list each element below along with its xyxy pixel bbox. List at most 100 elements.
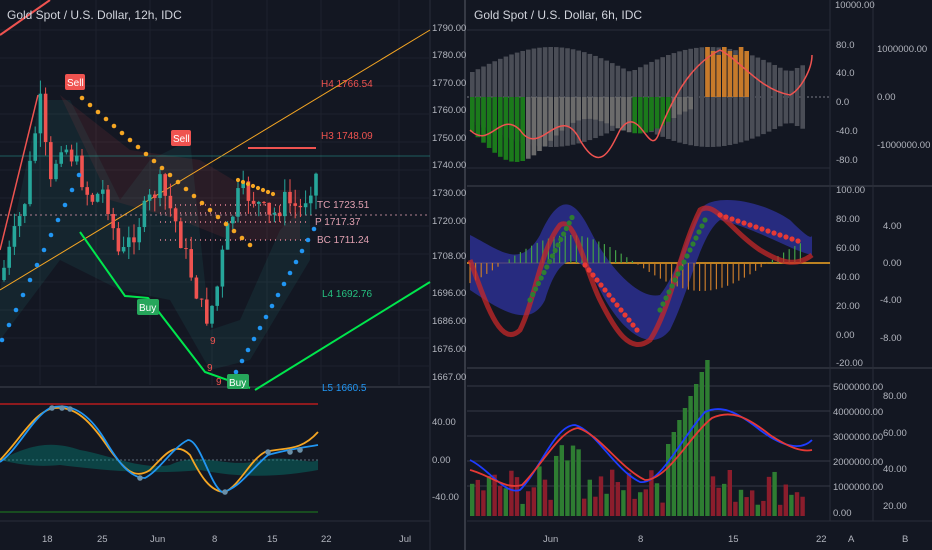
- signal-dot: [634, 327, 640, 333]
- candle-body: [231, 216, 235, 224]
- candle-body: [194, 277, 199, 299]
- trend-line: [0, 29, 431, 291]
- signal-dot: [723, 214, 729, 220]
- sar-dot: [41, 247, 47, 253]
- signal-dot: [717, 212, 723, 218]
- sar-dot: [199, 200, 205, 206]
- signal-dot: [669, 283, 675, 289]
- buy-signal-1[interactable]: Buy: [137, 299, 159, 315]
- sell-signal-1[interactable]: Sell: [65, 74, 85, 90]
- sar-dot: [233, 369, 239, 375]
- date-tick: 15: [267, 534, 278, 545]
- price-tick: 1686.00: [432, 316, 466, 327]
- hist-bar: [486, 97, 492, 148]
- hist-bar: [738, 47, 744, 97]
- volume-bar: [761, 500, 766, 516]
- hist-bar: [470, 97, 475, 132]
- volume-bar: [481, 490, 486, 516]
- level-tc: TC 1723.51: [317, 200, 370, 211]
- signal-dot: [610, 297, 616, 303]
- candle-body: [158, 174, 162, 199]
- cloud-area: [60, 95, 300, 240]
- hist-bar: [800, 65, 805, 129]
- date-tick: 8: [212, 534, 217, 545]
- hist-bar: [598, 97, 604, 122]
- candle-body: [179, 221, 183, 249]
- volume-bar: [778, 504, 783, 516]
- candle-body: [85, 187, 89, 195]
- volume-bar: [576, 449, 581, 516]
- level-h4: H4 1766.54: [321, 79, 373, 90]
- volume-bar: [514, 477, 520, 516]
- candle-body: [142, 200, 147, 228]
- signal-dot: [789, 236, 795, 242]
- sar-dot: [269, 303, 275, 309]
- signal-dot: [602, 287, 608, 293]
- volume-bar: [677, 420, 682, 516]
- hist-bar: [772, 65, 777, 129]
- candle-body: [64, 149, 69, 153]
- p1-left-tick: -40.0: [836, 126, 858, 137]
- sar-dot: [299, 248, 305, 254]
- p3-left-tick: 5000000.00: [833, 382, 883, 393]
- signal-dot: [606, 292, 612, 298]
- p3-left-tick: 4000000.00: [833, 407, 883, 418]
- signal-dot: [598, 282, 604, 288]
- sar-dot: [245, 181, 251, 187]
- candle-body: [267, 202, 271, 215]
- hist-bar: [593, 97, 598, 120]
- hist-bar: [766, 62, 772, 132]
- signal-dot: [558, 236, 564, 243]
- hist-bar: [643, 97, 649, 133]
- signal-dot: [765, 228, 771, 234]
- sar-dot: [143, 151, 149, 157]
- volume-bar: [582, 498, 587, 516]
- sar-dot: [95, 109, 101, 115]
- signal-dot: [735, 218, 741, 224]
- price-tick: 1720.00: [432, 216, 466, 227]
- candle-body: [288, 191, 292, 204]
- volume-bar: [498, 485, 503, 516]
- candle-body: [225, 223, 230, 250]
- p1-left-tick: 0.0: [836, 97, 849, 108]
- sar-dot: [111, 123, 117, 129]
- date-tick: 22: [321, 534, 332, 545]
- volume-bar: [772, 471, 777, 516]
- svg-text:Buy: Buy: [229, 378, 246, 389]
- sell-signal-2[interactable]: Sell: [171, 130, 191, 146]
- p3-right-tick: 20.00: [883, 501, 907, 512]
- candle-body: [111, 214, 115, 229]
- hist-bar: [610, 97, 615, 126]
- signal-dot: [675, 271, 681, 277]
- volume-bar: [794, 492, 800, 516]
- candle-body: [127, 237, 131, 248]
- volume-bar: [587, 479, 592, 516]
- signal-dot: [681, 259, 687, 265]
- signal-dot: [561, 231, 567, 237]
- hist-bar: [587, 97, 593, 119]
- sar-dot: [257, 325, 263, 331]
- sar-dot: [311, 226, 317, 232]
- p2-right-tick: -8.00: [880, 333, 902, 344]
- signal-dot: [541, 269, 547, 276]
- candle-body: [116, 228, 121, 252]
- buy-signal-2[interactable]: Buy: [227, 374, 249, 389]
- date-tick: Jul: [399, 534, 411, 545]
- candle-body: [90, 194, 95, 202]
- sar-dot: [275, 292, 281, 298]
- volume-bar: [666, 444, 671, 516]
- sar-dot: [270, 191, 276, 197]
- volume-bar: [800, 496, 805, 516]
- signal-dot: [582, 262, 588, 268]
- sar-dot: [263, 314, 269, 320]
- candle-body: [189, 249, 193, 278]
- zigzag-line: [79, 231, 251, 389]
- volume-bar: [654, 483, 660, 516]
- hist-bar: [705, 47, 710, 97]
- p3-left-tick: 0.00: [833, 508, 852, 519]
- candle-body: [277, 212, 282, 217]
- date-tick: Jun: [150, 534, 165, 545]
- right-date-tick: 22: [816, 534, 827, 545]
- volume-bar: [526, 491, 531, 516]
